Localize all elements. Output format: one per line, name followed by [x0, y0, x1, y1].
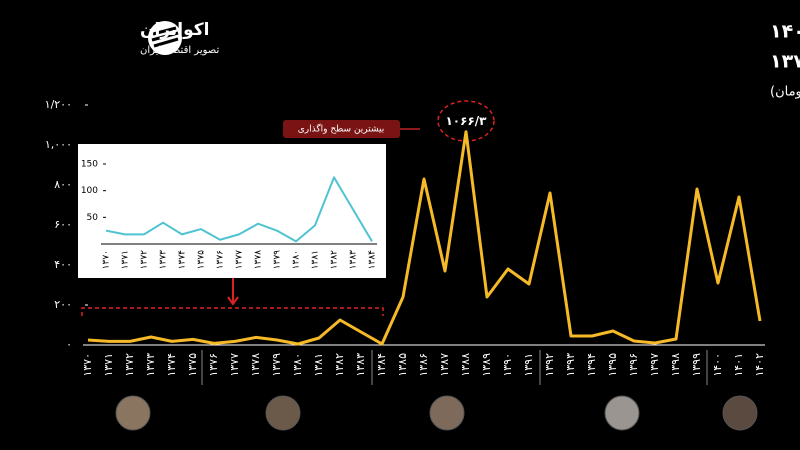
x-tick-label: ۱۳۸۳: [349, 250, 359, 270]
annotation-box: [283, 120, 400, 138]
x-tick-label: ۱۳۸۰: [291, 353, 304, 377]
zoom-bracket: [81, 307, 384, 316]
x-tick-label: ۱۳۸۲: [333, 353, 346, 377]
portrait: [265, 395, 301, 431]
y-tick-label: ۸۰۰: [54, 178, 72, 191]
x-tick-label: ۱۳۸۴: [368, 250, 378, 270]
inset-background: [78, 144, 386, 278]
y-tick-label: ۶۰۰: [54, 218, 72, 231]
logo: اکوایران تصویر اقتصاد ایران: [140, 20, 219, 56]
x-tick-label: ۱۳۹۷: [648, 353, 661, 377]
x-tick-label: ۱۳۷۳: [144, 353, 157, 377]
x-tick-label: ۱۴۰۰: [711, 353, 724, 377]
x-tick-label: ۱۳۷۳: [159, 250, 169, 270]
y-tick-label: ۴۰۰: [54, 258, 72, 271]
x-tick-label: ۱۳۷۰: [102, 250, 112, 269]
portrait: [115, 395, 151, 431]
x-tick-label: ۱۳۹۹: [690, 353, 703, 377]
x-tick-label: ۱۳۸۱: [312, 353, 325, 377]
portrait: [604, 395, 640, 431]
x-tick-label: ۱۳۷۶: [216, 250, 226, 270]
x-tick-label: ۱۳۷۱: [102, 353, 115, 377]
x-tick-label: ۱۳۷۰: [81, 353, 94, 377]
x-tick-label: ۱۳۸۸: [459, 353, 472, 377]
x-tick-label: ۱۳۷۹: [270, 353, 283, 377]
x-tick-label: ۱۳۸۵: [396, 353, 409, 377]
data-line: [87, 130, 762, 346]
x-tick-label: ۱۳۷۸: [254, 250, 264, 270]
x-tick-label: ۱۳۹۴: [585, 353, 598, 377]
y-tick-label: 150: [81, 160, 98, 170]
y-tick-label: 100: [81, 186, 98, 196]
x-tick-label: ۱۳۷۸: [249, 353, 262, 377]
portrait: [429, 395, 465, 431]
x-tick-label: ۱۳۷۲: [140, 250, 150, 270]
x-tick-label: ۱۳۹۵: [606, 353, 619, 377]
x-tick-label: ۱۳۹۶: [627, 353, 640, 377]
x-tick-label: ۱۳۷۱: [121, 250, 131, 269]
x-tick-label: ۱۳۷۲: [123, 353, 136, 377]
brand-tagline: تصویر اقتصاد ایران: [140, 45, 219, 56]
x-tick-label: ۱۳۷۵: [197, 250, 207, 270]
x-tick-label: ۱۳۷۷: [228, 353, 241, 377]
value-label: ۱۰۶۶/۳: [445, 114, 487, 128]
term-separators: [201, 350, 708, 385]
x-tick-label: ۱۳۷۴: [165, 353, 178, 377]
zoom-arrow: [227, 278, 239, 306]
x-tick-label: ۱۴۰۲: [753, 353, 766, 377]
president-portraits: [115, 395, 758, 431]
x-tick-label: ۱۳۷۶: [207, 353, 220, 377]
x-tick-label: ۱۳۹۸: [669, 353, 682, 377]
x-tick-label: ۱۳۸۴: [375, 353, 388, 377]
x-tick-label: ۱۳۹۱: [522, 353, 535, 377]
y-tick-label: ۲۰۰: [54, 298, 72, 311]
main-chart: ۰ ۲۰۰ ۴۰۰ ۶۰۰ ۸۰۰ ۱,۰۰۰ ۱/۲۰۰ ۱۳۷۰ ۱۳۷۱ ۱۳۷۲ ۱۳۷۳ ۱…: [45, 98, 766, 377]
x-tick-label: ۱۳۹۲: [543, 353, 556, 377]
data-line: [105, 176, 373, 243]
chart-title: مجموع واگذاری‌ها از سال ۱۳۷۰ تا ۱۴۰۲: [770, 20, 800, 43]
x-tick-label: ۱۳۸۰: [292, 250, 302, 269]
chart-subtitle: به قیمت سال ۱۳۷۰: [770, 51, 800, 73]
x-tick-label: ۱۳۸۹: [480, 353, 493, 377]
x-tick-label: ۱۴۰۱: [732, 353, 745, 377]
x-tick-label: ۱۳۷۹: [273, 250, 283, 270]
x-tick-label: ۱۳۹۰: [501, 353, 514, 377]
x-tick-label: ۱۳۸۳: [354, 353, 367, 377]
y-tick-label: ۱,۰۰۰: [45, 138, 72, 151]
x-tick-label: ۱۳۷۷: [235, 250, 245, 270]
x-tick-label: ۱۳۹۳: [564, 353, 577, 377]
x-tick-label: ۱۳۸۷: [438, 353, 451, 377]
x-tick-label: ۱۳۷۴: [178, 250, 188, 270]
x-tick-label: ۱۳۸۱: [311, 250, 321, 269]
y-tick-label: ۰: [66, 338, 72, 351]
logo-stripes: [151, 26, 179, 48]
x-tick-label: ۱۳۷۵: [186, 353, 199, 377]
portrait: [722, 395, 758, 431]
unit-label: (واحد: میلیارد تومان): [770, 85, 800, 100]
annotation: بیشترین سطح واگذاری: [298, 123, 385, 135]
x-tick-label: ۱۳۸۲: [330, 250, 340, 270]
y-tick-label: ۱/۲۰۰: [45, 98, 72, 111]
y-tick-label: 50: [87, 213, 99, 223]
inset-chart: 50 100 150 ۱۳۷۰ ۱۳۷۱ ۱۳۷۲ ۱۳۷۳ ۱۳۷۴ ۱۳۷۵ ۱۳۷۶ ۱۳۷۷…: [81, 160, 378, 270]
brand-name: اکوایران: [140, 20, 210, 40]
x-tick-label: ۱۳۸۶: [417, 353, 430, 377]
